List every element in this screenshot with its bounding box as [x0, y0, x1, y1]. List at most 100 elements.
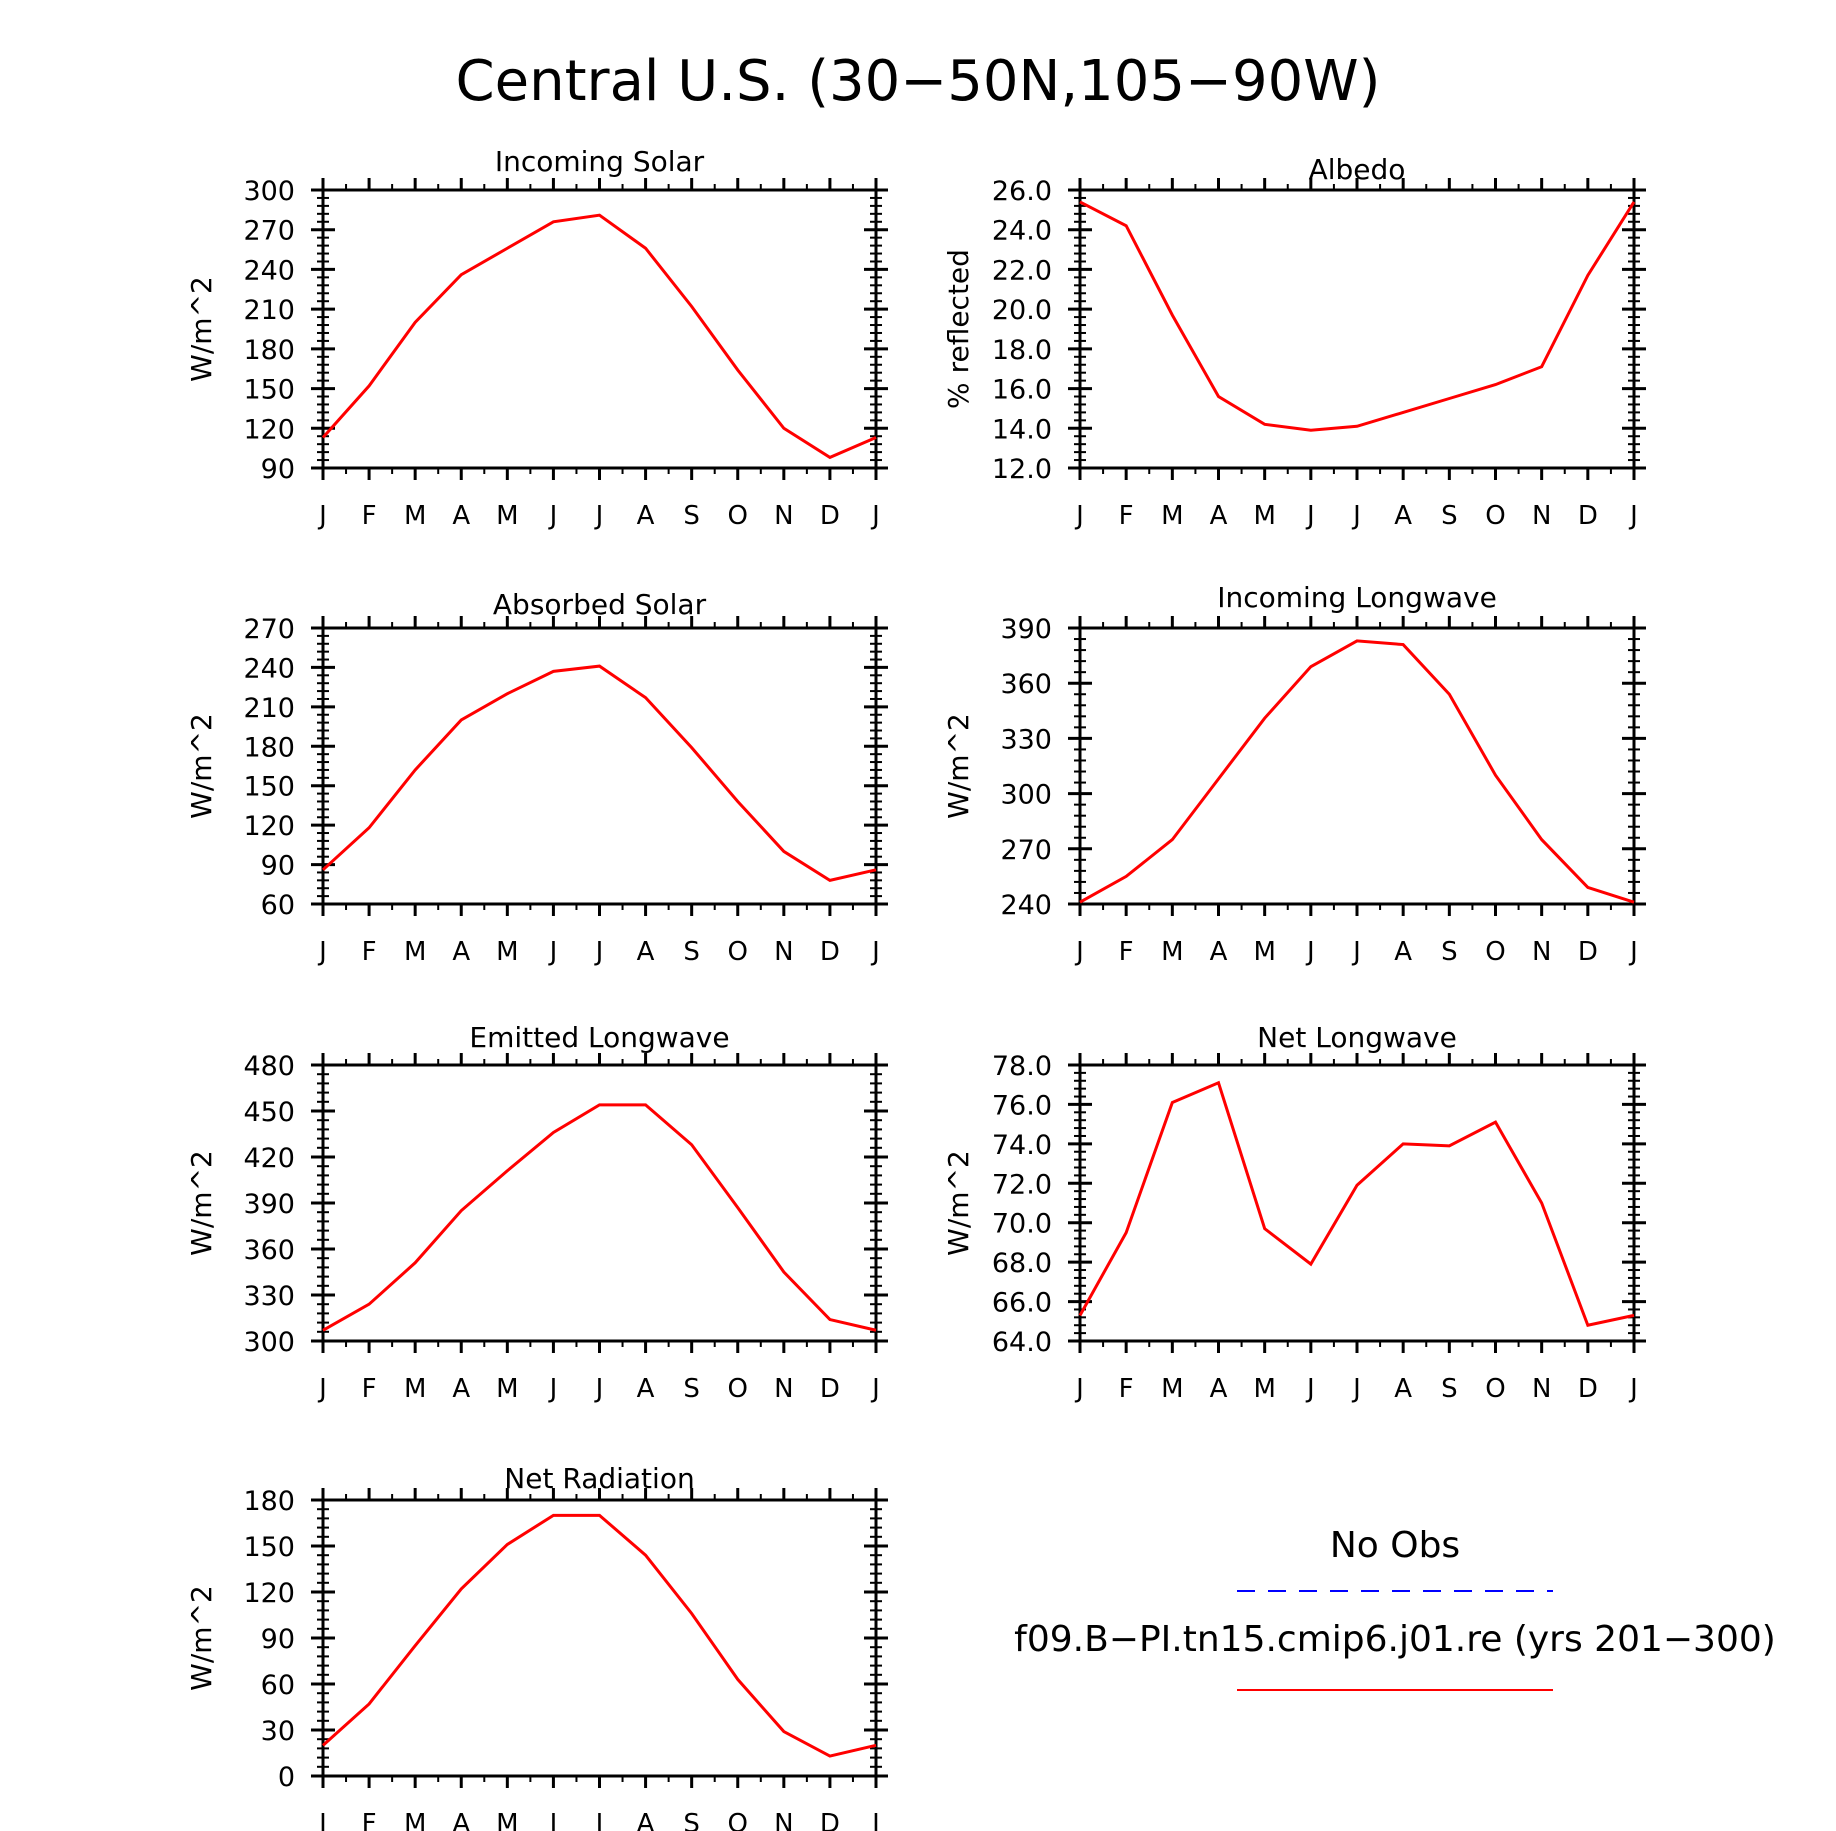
month-label: S — [1441, 1374, 1458, 1404]
month-label: A — [452, 501, 470, 531]
plot-frame — [1078, 626, 1636, 906]
month-label: D — [820, 937, 840, 967]
series-line — [1079, 639, 1635, 904]
month-label: M — [404, 1374, 426, 1404]
month-label: M — [404, 1809, 426, 1831]
month-label: D — [1578, 501, 1598, 531]
month-label: J — [870, 1809, 880, 1831]
month-label: O — [1485, 937, 1505, 967]
y-tick-label: 20.0 — [992, 295, 1052, 326]
y-tick-label: 60 — [261, 1670, 295, 1701]
month-label: M — [1253, 937, 1275, 967]
month-label: O — [728, 937, 748, 967]
month-label: A — [1394, 1374, 1412, 1404]
month-label: M — [496, 937, 518, 967]
y-tick-label: 180 — [243, 1486, 295, 1517]
month-label: A — [637, 1374, 655, 1404]
month-label: J — [317, 937, 327, 967]
month-label: J — [1074, 501, 1084, 531]
month-label: S — [683, 1374, 700, 1404]
y-tick-label: 180 — [243, 732, 295, 763]
month-label: S — [683, 501, 700, 531]
month-label: S — [683, 1809, 700, 1831]
month-label: O — [1485, 1374, 1505, 1404]
y-tick-label: 210 — [243, 693, 295, 724]
y-tick-label: 240 — [243, 653, 295, 684]
month-label: J — [594, 1809, 604, 1831]
month-label: J — [1351, 937, 1361, 967]
month-label: F — [1119, 937, 1134, 967]
month-label: A — [637, 937, 655, 967]
month-label: J — [548, 501, 558, 531]
y-tick-label: 70.0 — [992, 1209, 1052, 1240]
month-label: J — [870, 501, 880, 531]
month-label: N — [774, 501, 793, 531]
month-label: A — [1210, 937, 1228, 967]
month-label: A — [637, 501, 655, 531]
y-tick-label: 90 — [261, 1624, 295, 1655]
y-axis-label: W/m^2 — [185, 713, 218, 819]
month-label: S — [1441, 937, 1458, 967]
y-tick-label: 150 — [243, 1532, 295, 1563]
y-tick-label: 24.0 — [992, 216, 1052, 247]
month-label: J — [1628, 1374, 1638, 1404]
y-tick-label: 30 — [261, 1716, 295, 1747]
month-label: A — [452, 1809, 470, 1831]
y-axis-label: W/m^2 — [942, 1150, 975, 1256]
month-label: F — [1119, 501, 1134, 531]
month-label: S — [683, 937, 700, 967]
y-tick-label: 64.0 — [992, 1327, 1052, 1358]
series-line — [1078, 1080, 1635, 1327]
y-tick-label: 390 — [1000, 614, 1052, 645]
month-label: J — [870, 937, 880, 967]
month-label: M — [404, 501, 426, 531]
month-label: O — [728, 501, 748, 531]
month-label: J — [1628, 501, 1638, 531]
month-label: J — [317, 1809, 327, 1831]
y-tick-label: 78.0 — [992, 1051, 1052, 1082]
month-label: A — [452, 1374, 470, 1404]
month-label: O — [1485, 501, 1505, 531]
y-tick-label: 0 — [278, 1762, 295, 1793]
plot-frame — [321, 1498, 878, 1778]
month-label: M — [496, 1374, 518, 1404]
month-label: F — [362, 1809, 377, 1831]
month-label: M — [1161, 501, 1183, 531]
month-label: J — [548, 937, 558, 967]
month-label: A — [1394, 937, 1412, 967]
y-tick-label: 120 — [243, 811, 295, 842]
month-label: A — [1394, 501, 1412, 531]
y-tick-label: 72.0 — [992, 1169, 1052, 1200]
legend: No Obs f09.B−PI.tn15.cmip6.j01.re (yrs 2… — [1014, 1525, 1776, 1691]
y-tick-label: 76.0 — [992, 1090, 1052, 1121]
plot-frame — [321, 626, 878, 906]
y-tick-label: 14.0 — [992, 414, 1052, 445]
month-label: F — [362, 501, 377, 531]
y-tick-label: 90 — [261, 851, 295, 882]
y-axis-label: W/m^2 — [185, 1150, 218, 1256]
month-label: F — [362, 937, 377, 967]
y-axis-label: W/m^2 — [185, 276, 218, 382]
month-label: J — [1074, 937, 1084, 967]
month-label: J — [1351, 1374, 1361, 1404]
y-tick-label: 180 — [243, 335, 295, 366]
month-label: N — [1532, 501, 1551, 531]
month-label: M — [1253, 501, 1275, 531]
month-label: J — [1305, 501, 1315, 531]
month-label: M — [1253, 1374, 1275, 1404]
legend-obs-label: No Obs — [1330, 1525, 1460, 1566]
y-tick-label: 240 — [1000, 890, 1052, 921]
month-label: J — [594, 937, 604, 967]
y-tick-label: 18.0 — [992, 335, 1052, 366]
month-label: N — [774, 1809, 793, 1831]
y-tick-label: 270 — [243, 216, 295, 247]
month-label: J — [1305, 1374, 1315, 1404]
series-line — [321, 213, 877, 460]
y-tick-label: 240 — [243, 255, 295, 286]
y-tick-label: 300 — [243, 176, 295, 207]
month-label: J — [317, 501, 327, 531]
